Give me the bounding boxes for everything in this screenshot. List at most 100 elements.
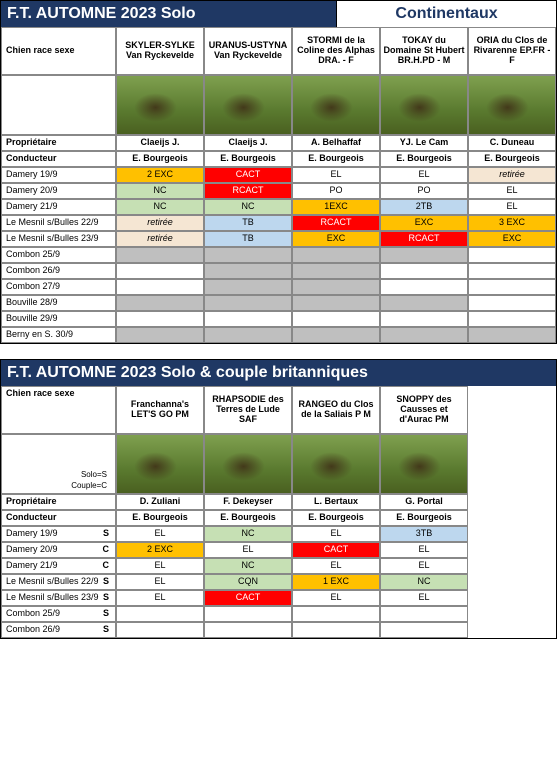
result2-4-2: EL (292, 590, 380, 606)
event2-label-2: Damery 21/9C (1, 558, 116, 574)
dog2-photo-2 (292, 434, 380, 494)
row-header-label: Chien race sexe (1, 27, 116, 75)
result-2-4: EL (468, 199, 556, 215)
event2-label-6: Combon 26/9S (1, 622, 116, 638)
event-label-6: Combon 26/9 (1, 263, 116, 279)
result2-2-3: EL (380, 558, 468, 574)
result2-0-2: EL (292, 526, 380, 542)
result2-6-3 (380, 622, 468, 638)
result-1-1: RCACT (204, 183, 292, 199)
result-4-2: EXC (292, 231, 380, 247)
event-label-7: Combon 27/9 (1, 279, 116, 295)
result2-4-3: EL (380, 590, 468, 606)
dog-photo-3 (380, 75, 468, 135)
event2-label-5: Combon 25/9S (1, 606, 116, 622)
title-left-1: F.T. AUTOMNE 2023 Solo (1, 1, 336, 27)
result-7-1 (204, 279, 292, 295)
event-label-2: Damery 21/9 (1, 199, 116, 215)
event-label-0: Damery 19/9 (1, 167, 116, 183)
result2-4-0: EL (116, 590, 204, 606)
result-7-2 (292, 279, 380, 295)
cond-1: E. Bourgeois (204, 151, 292, 167)
dog-name-0: SKYLER-SYLKE Van Ryckevelde (116, 27, 204, 75)
dog2-name-1: RHAPSODIE des Terres de Lude SAF (204, 386, 292, 434)
result-1-2: PO (292, 183, 380, 199)
result2-6-2 (292, 622, 380, 638)
dog2-photo-0 (116, 434, 204, 494)
result-9-3 (380, 311, 468, 327)
dog-photo-4 (468, 75, 556, 135)
title-right-1: Continentaux (336, 1, 556, 27)
event2-label-3: Le Mesnil s/Bulles 22/9S (1, 574, 116, 590)
result-4-0: retirée (116, 231, 204, 247)
row-header-label-2: Chien race sexe (1, 386, 116, 434)
dog2-name-0: Franchanna's LET'S GO PM (116, 386, 204, 434)
result-0-1: CACT (204, 167, 292, 183)
result-7-4 (468, 279, 556, 295)
cond-label: Conducteur (1, 151, 116, 167)
result-10-3 (380, 327, 468, 343)
cond-3: E. Bourgeois (380, 151, 468, 167)
result-9-1 (204, 311, 292, 327)
dog2-photo-3 (380, 434, 468, 494)
result-6-4 (468, 263, 556, 279)
cond-label-2: Conducteur (1, 510, 116, 526)
result2-2-2: EL (292, 558, 380, 574)
cond-4: E. Bourgeois (468, 151, 556, 167)
dog2-name-3: SNOPPY des Causses et d'Aurac PM (380, 386, 468, 434)
result-10-4 (468, 327, 556, 343)
result-10-2 (292, 327, 380, 343)
grid-2: Chien race sexeFranchanna's LET'S GO PMR… (1, 386, 556, 638)
dog-photo-1 (204, 75, 292, 135)
result2-3-1: CQN (204, 574, 292, 590)
result-3-4: 3 EXC (468, 215, 556, 231)
result-3-1: TB (204, 215, 292, 231)
result2-6-1 (204, 622, 292, 638)
result-2-2: 1EXC (292, 199, 380, 215)
result-6-2 (292, 263, 380, 279)
cond2-0: E. Bourgeois (116, 510, 204, 526)
cond-0: E. Bourgeois (116, 151, 204, 167)
dog-name-3: TOKAY du Domaine St Hubert BR.H.PD - M (380, 27, 468, 75)
legend-solo: Solo=S (71, 470, 107, 480)
result-8-2 (292, 295, 380, 311)
owner2-3: G. Portal (380, 494, 468, 510)
result-1-3: PO (380, 183, 468, 199)
result-5-2 (292, 247, 380, 263)
result-3-0: retirée (116, 215, 204, 231)
dog-photo-0 (116, 75, 204, 135)
dog-name-1: URANUS-USTYNA Van Ryckevelde (204, 27, 292, 75)
cond2-2: E. Bourgeois (292, 510, 380, 526)
result-7-0 (116, 279, 204, 295)
result-10-1 (204, 327, 292, 343)
result-6-1 (204, 263, 292, 279)
result2-3-2: 1 EXC (292, 574, 380, 590)
result-4-4: EXC (468, 231, 556, 247)
result2-2-1: NC (204, 558, 292, 574)
prop-label: Propriétaire (1, 135, 116, 151)
result-0-2: EL (292, 167, 380, 183)
event-label-4: Le Mesnil s/Bulles 23/9 (1, 231, 116, 247)
result-6-3 (380, 263, 468, 279)
owner2-2: L. Bertaux (292, 494, 380, 510)
result-4-3: RCACT (380, 231, 468, 247)
result-10-0 (116, 327, 204, 343)
result-8-3 (380, 295, 468, 311)
legend-couple: Couple=C (71, 481, 107, 491)
result-4-1: TB (204, 231, 292, 247)
event2-label-1: Damery 20/9C (1, 542, 116, 558)
result-2-3: 2TB (380, 199, 468, 215)
result-3-3: EXC (380, 215, 468, 231)
dog2-photo-1 (204, 434, 292, 494)
result-2-1: NC (204, 199, 292, 215)
result-5-3 (380, 247, 468, 263)
cond2-3: E. Bourgeois (380, 510, 468, 526)
result2-5-0 (116, 606, 204, 622)
result2-0-0: EL (116, 526, 204, 542)
result-6-0 (116, 263, 204, 279)
event-label-1: Damery 20/9 (1, 183, 116, 199)
header-row-1: F.T. AUTOMNE 2023 Solo Continentaux (1, 1, 556, 27)
result2-1-3: EL (380, 542, 468, 558)
result-3-2: RCACT (292, 215, 380, 231)
result-8-1 (204, 295, 292, 311)
